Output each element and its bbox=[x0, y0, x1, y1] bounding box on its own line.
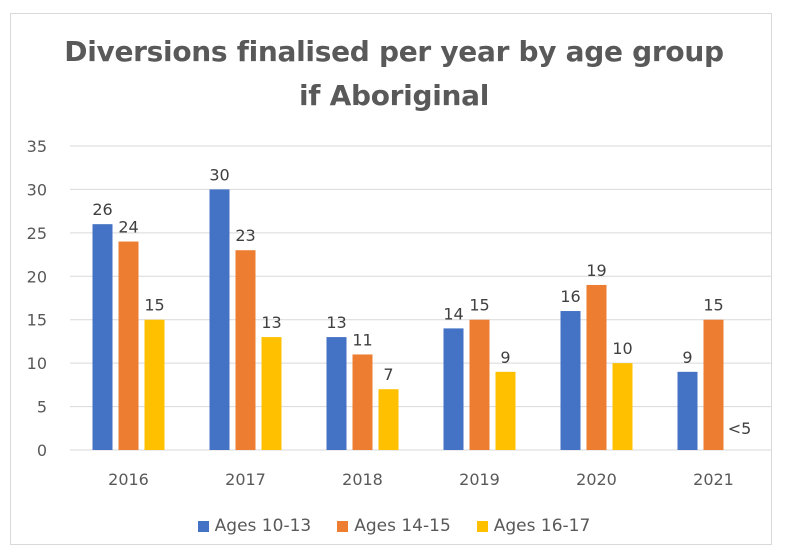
bar-2021-series-1 bbox=[703, 319, 724, 450]
legend-item-ages-16-17: Ages 16-17 bbox=[476, 516, 591, 536]
data-label-2018-series-2: 7 bbox=[383, 365, 393, 384]
chart-title-line-2: if Aboriginal bbox=[298, 79, 490, 112]
bar-2020-series-1 bbox=[586, 284, 607, 450]
bar-2018-series-0 bbox=[326, 337, 347, 450]
data-label-2021-series-2: <5 bbox=[728, 419, 752, 438]
bar-2016-series-0 bbox=[92, 224, 113, 450]
data-label-2019-series-2: 9 bbox=[500, 348, 510, 367]
data-label-2018-series-1: 11 bbox=[352, 330, 372, 349]
bar-2017-series-2 bbox=[261, 337, 282, 450]
legend-swatch-ages-10-13 bbox=[197, 520, 209, 532]
legend-label-ages-14-15: Ages 14-15 bbox=[354, 516, 451, 536]
bar-2018-series-2 bbox=[378, 389, 399, 450]
y-tick-label-4: 20 bbox=[27, 267, 47, 286]
bar-2017-series-1 bbox=[235, 250, 256, 450]
legend-label-ages-10-13: Ages 10-13 bbox=[214, 516, 312, 536]
bar-2016-series-1 bbox=[118, 241, 139, 450]
data-label-2021-series-0: 9 bbox=[682, 348, 692, 367]
y-tick-label-3: 15 bbox=[27, 311, 47, 330]
data-label-2018-series-0: 13 bbox=[326, 313, 346, 332]
y-tick-label-7: 35 bbox=[27, 137, 47, 156]
chart-legend: Ages 10-13 Ages 14-15 Ages 16-17 bbox=[0, 516, 788, 536]
data-label-2017-series-2: 13 bbox=[261, 313, 281, 332]
legend-swatch-ages-14-15 bbox=[337, 520, 349, 532]
legend-item-ages-10-13: Ages 10-13 bbox=[197, 516, 312, 536]
y-tick-label-0: 0 bbox=[37, 441, 47, 460]
x-tick-label-2020: 2020 bbox=[576, 470, 617, 489]
data-label-2017-series-1: 23 bbox=[235, 226, 255, 245]
chart-title-line-1: Diversions finalised per year by age gro… bbox=[64, 35, 724, 68]
chart-title: Diversions finalised per year by age gro… bbox=[0, 30, 788, 118]
y-tick-label-2: 10 bbox=[27, 354, 47, 373]
data-label-2019-series-0: 14 bbox=[443, 304, 463, 323]
data-label-2016-series-2: 15 bbox=[144, 296, 164, 315]
legend-swatch-ages-16-17 bbox=[476, 520, 488, 532]
bar-2021-series-0 bbox=[677, 371, 698, 450]
bar-2016-series-2 bbox=[144, 319, 165, 450]
bar-2020-series-2 bbox=[612, 363, 633, 450]
x-tick-label-2019: 2019 bbox=[459, 470, 500, 489]
x-tick-label-2016: 2016 bbox=[108, 470, 149, 489]
y-tick-label-6: 30 bbox=[27, 180, 47, 199]
data-label-2021-series-1: 15 bbox=[703, 296, 723, 315]
legend-label-ages-16-17: Ages 16-17 bbox=[493, 516, 591, 536]
bar-2019-series-1 bbox=[469, 319, 490, 450]
bar-2019-series-0 bbox=[443, 328, 464, 450]
bar-2020-series-0 bbox=[560, 311, 581, 450]
data-label-2020-series-0: 16 bbox=[560, 287, 580, 306]
data-label-2016-series-0: 26 bbox=[92, 200, 112, 219]
data-label-2017-series-0: 30 bbox=[209, 165, 229, 184]
x-tick-label-2021: 2021 bbox=[693, 470, 734, 489]
bar-2017-series-0 bbox=[209, 189, 230, 450]
bar-2019-series-2 bbox=[495, 371, 516, 450]
y-tick-label-1: 5 bbox=[37, 398, 47, 417]
y-tick-label-5: 25 bbox=[27, 224, 47, 243]
data-label-2020-series-2: 10 bbox=[612, 339, 632, 358]
data-label-2019-series-1: 15 bbox=[469, 296, 489, 315]
x-tick-label-2017: 2017 bbox=[225, 470, 266, 489]
x-tick-label-2018: 2018 bbox=[342, 470, 383, 489]
legend-item-ages-14-15: Ages 14-15 bbox=[337, 516, 451, 536]
bar-2018-series-1 bbox=[352, 354, 373, 450]
data-label-2020-series-1: 19 bbox=[586, 261, 606, 280]
data-label-2016-series-1: 24 bbox=[118, 218, 138, 237]
